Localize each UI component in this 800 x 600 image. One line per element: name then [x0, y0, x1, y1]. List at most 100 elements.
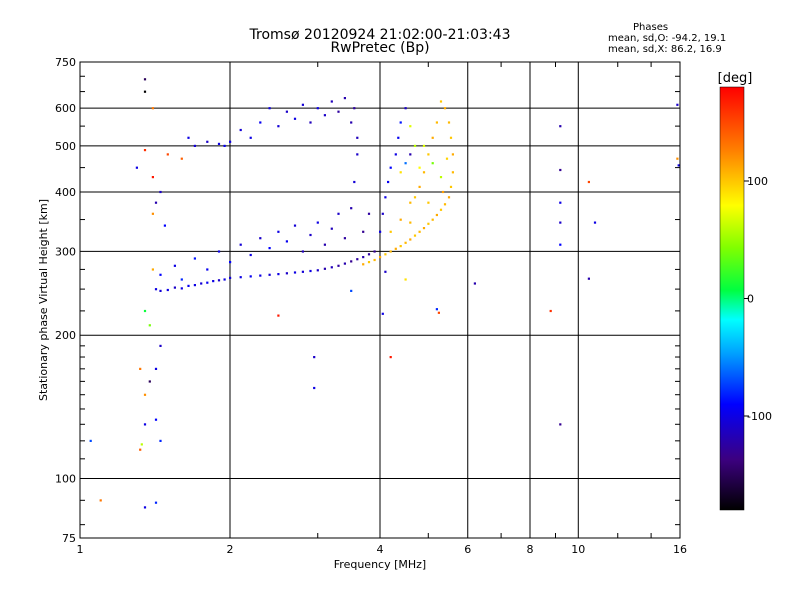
data-point: [166, 153, 169, 156]
data-point: [139, 448, 142, 451]
data-point: [362, 263, 365, 266]
data-point: [384, 196, 387, 199]
data-point: [217, 250, 221, 253]
data-point: [431, 218, 434, 221]
data-point: [212, 280, 215, 283]
x-tick-label: 16: [673, 543, 687, 556]
phase-stats-o-mode: mean, sd,O: -94.2, 19.1: [608, 33, 727, 44]
data-points: [89, 78, 680, 509]
data-point: [404, 162, 407, 165]
data-point: [277, 230, 280, 233]
data-point: [200, 282, 203, 285]
data-point: [173, 264, 176, 267]
x-tick-label: 4: [377, 543, 384, 556]
data-point: [151, 268, 154, 271]
data-point: [404, 241, 407, 244]
data-point: [217, 279, 221, 282]
data-point: [356, 136, 359, 139]
data-point: [259, 121, 262, 124]
data-point: [389, 250, 392, 253]
data-point: [301, 103, 304, 106]
data-point: [409, 125, 412, 128]
data-point: [316, 269, 319, 272]
data-point: [151, 212, 154, 215]
chart-subtitle: RwPretec (Bp): [330, 40, 430, 56]
data-point: [159, 289, 162, 292]
data-point: [559, 221, 562, 224]
data-point: [301, 250, 304, 253]
data-point: [268, 107, 271, 110]
data-point: [587, 277, 590, 280]
data-point: [413, 196, 417, 199]
data-point: [239, 128, 242, 132]
data-point: [394, 153, 397, 156]
data-point: [367, 212, 371, 215]
data-point: [409, 153, 412, 156]
data-point: [367, 253, 371, 256]
data-point: [356, 258, 359, 261]
data-point: [143, 393, 147, 396]
data-point: [362, 230, 365, 233]
y-tick-label: 500: [55, 140, 76, 153]
data-point: [163, 224, 166, 227]
data-point: [143, 78, 147, 81]
data-point: [439, 208, 443, 211]
data-point: [379, 256, 382, 259]
data-point: [187, 136, 190, 139]
data-point: [435, 121, 438, 124]
data-point: [451, 153, 454, 156]
data-point: [285, 240, 288, 243]
data-point: [399, 121, 402, 124]
data-point: [313, 386, 316, 390]
data-point: [285, 272, 288, 275]
data-point: [206, 281, 209, 284]
data-point: [356, 153, 359, 156]
data-point: [559, 243, 562, 246]
data-point: [180, 287, 183, 290]
data-point: [431, 162, 434, 165]
x-tick-label: 6: [464, 543, 471, 556]
data-point: [409, 221, 412, 224]
data-point: [381, 312, 384, 315]
data-point: [439, 100, 443, 103]
data-point: [676, 103, 679, 106]
data-point: [677, 164, 680, 167]
data-point: [447, 121, 451, 124]
data-point: [239, 243, 242, 246]
data-point: [154, 288, 158, 291]
data-point: [399, 218, 402, 221]
data-point: [384, 253, 387, 256]
data-point: [427, 222, 430, 225]
data-point: [159, 344, 162, 347]
data-point: [587, 180, 590, 184]
data-point: [151, 176, 154, 179]
data-point: [373, 250, 376, 253]
data-point: [394, 247, 397, 250]
data-point: [418, 230, 421, 233]
data-point: [301, 270, 304, 273]
data-point: [343, 237, 346, 240]
data-point: [418, 166, 421, 169]
data-point: [229, 261, 232, 264]
data-point: [445, 157, 449, 160]
data-point: [159, 273, 162, 276]
data-point: [409, 238, 412, 241]
data-point: [277, 314, 280, 317]
y-tick-label: 100: [55, 473, 76, 486]
phase-stats-header: Phases: [633, 22, 669, 33]
data-point: [373, 258, 376, 262]
data-point: [384, 270, 387, 273]
x-tick-label: 2: [227, 543, 234, 556]
data-point: [309, 233, 312, 237]
data-point: [316, 221, 319, 224]
data-point: [381, 212, 384, 215]
data-point: [389, 230, 392, 233]
data-point: [293, 271, 297, 274]
data-point: [217, 142, 221, 145]
data-point: [422, 144, 426, 147]
data-point: [249, 136, 252, 139]
data-point: [268, 247, 271, 250]
x-axis: 1 2 4 6 8 10 16: [77, 62, 687, 556]
data-point: [239, 276, 242, 279]
